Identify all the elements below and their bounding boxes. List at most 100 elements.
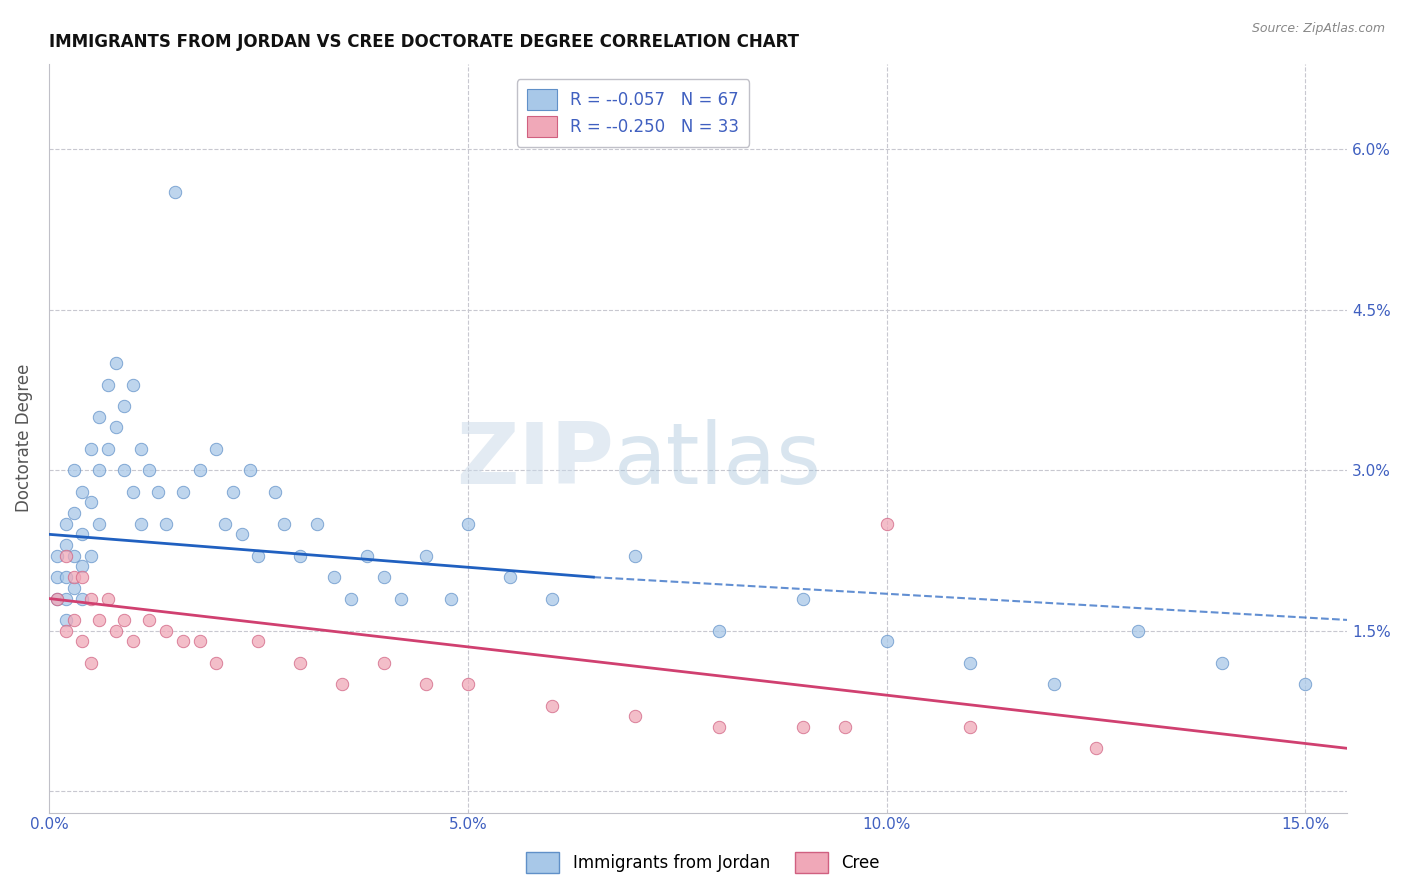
Point <box>273 516 295 531</box>
Point <box>624 549 647 563</box>
Point <box>264 484 287 499</box>
Point <box>80 549 103 563</box>
Point <box>876 516 898 531</box>
Point <box>46 591 69 606</box>
Point <box>112 399 135 413</box>
Point <box>247 634 270 648</box>
Point <box>540 698 562 713</box>
Point <box>46 570 69 584</box>
Point <box>1126 624 1149 638</box>
Point <box>55 570 77 584</box>
Point <box>72 559 94 574</box>
Point <box>389 591 412 606</box>
Point <box>1085 741 1108 756</box>
Point <box>63 613 86 627</box>
Text: Source: ZipAtlas.com: Source: ZipAtlas.com <box>1251 22 1385 36</box>
Point <box>373 656 395 670</box>
Point <box>55 613 77 627</box>
Point <box>63 463 86 477</box>
Point <box>55 591 77 606</box>
Point <box>1294 677 1316 691</box>
Point <box>322 570 344 584</box>
Point <box>415 549 437 563</box>
Text: ZIP: ZIP <box>456 419 614 502</box>
Point <box>290 656 312 670</box>
Point <box>305 516 328 531</box>
Point <box>138 613 160 627</box>
Point <box>876 634 898 648</box>
Text: atlas: atlas <box>614 419 821 502</box>
Point <box>129 442 152 456</box>
Point <box>163 185 186 199</box>
Point <box>440 591 463 606</box>
Point <box>104 420 127 434</box>
Point <box>330 677 353 691</box>
Point <box>205 442 228 456</box>
Point <box>89 409 111 424</box>
Point <box>540 591 562 606</box>
Point <box>121 484 143 499</box>
Point <box>97 591 120 606</box>
Point <box>239 463 262 477</box>
Point <box>97 442 120 456</box>
Point <box>707 624 730 638</box>
Point <box>415 677 437 691</box>
Point <box>231 527 253 541</box>
Point <box>55 549 77 563</box>
Point <box>121 377 143 392</box>
Point <box>373 570 395 584</box>
Point <box>155 516 177 531</box>
Point <box>792 591 814 606</box>
Point <box>89 613 111 627</box>
Point <box>707 720 730 734</box>
Point <box>188 634 211 648</box>
Point <box>72 484 94 499</box>
Point <box>89 463 111 477</box>
Point <box>290 549 312 563</box>
Point <box>188 463 211 477</box>
Point <box>46 591 69 606</box>
Point <box>959 720 981 734</box>
Point <box>138 463 160 477</box>
Point <box>80 442 103 456</box>
Point <box>205 656 228 670</box>
Point <box>112 613 135 627</box>
Point <box>457 677 479 691</box>
Point <box>63 506 86 520</box>
Point <box>356 549 378 563</box>
Point <box>89 516 111 531</box>
Point <box>55 516 77 531</box>
Point <box>72 527 94 541</box>
Point <box>63 570 86 584</box>
Point <box>121 634 143 648</box>
Point <box>498 570 520 584</box>
Y-axis label: Doctorate Degree: Doctorate Degree <box>15 364 32 512</box>
Point <box>624 709 647 723</box>
Point <box>457 516 479 531</box>
Point <box>214 516 236 531</box>
Point <box>247 549 270 563</box>
Point <box>172 484 194 499</box>
Point <box>97 377 120 392</box>
Point <box>339 591 361 606</box>
Point <box>72 591 94 606</box>
Point <box>112 463 135 477</box>
Point <box>72 570 94 584</box>
Point <box>146 484 169 499</box>
Point <box>63 581 86 595</box>
Legend: R = --0.057   N = 67, R = --0.250   N = 33: R = --0.057 N = 67, R = --0.250 N = 33 <box>517 79 749 146</box>
Point <box>792 720 814 734</box>
Point <box>104 624 127 638</box>
Text: IMMIGRANTS FROM JORDAN VS CREE DOCTORATE DEGREE CORRELATION CHART: IMMIGRANTS FROM JORDAN VS CREE DOCTORATE… <box>49 33 799 51</box>
Point <box>80 591 103 606</box>
Point <box>1211 656 1233 670</box>
Point <box>63 549 86 563</box>
Point <box>104 356 127 370</box>
Point <box>72 634 94 648</box>
Point <box>1043 677 1066 691</box>
Point <box>834 720 856 734</box>
Point <box>172 634 194 648</box>
Point <box>80 656 103 670</box>
Point <box>959 656 981 670</box>
Point <box>55 624 77 638</box>
